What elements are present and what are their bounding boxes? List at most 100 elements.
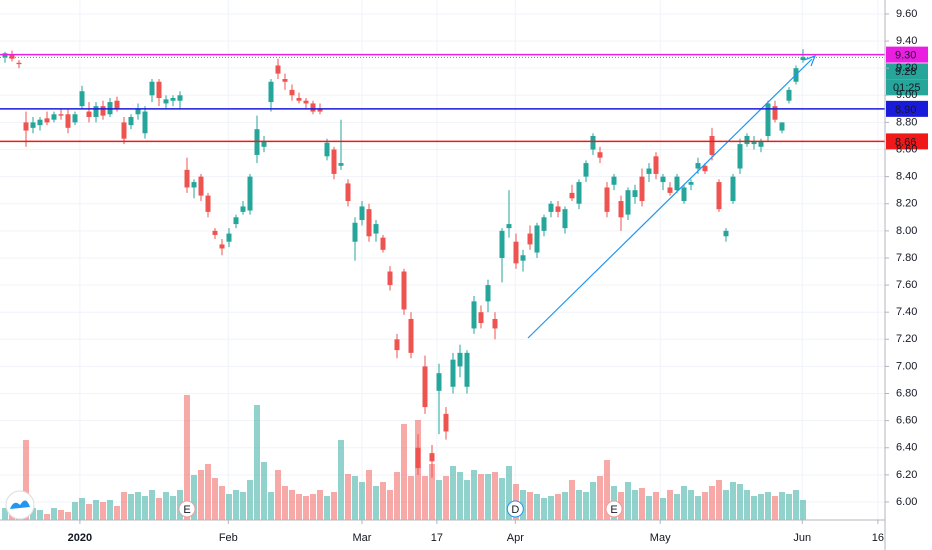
candle-body: [485, 285, 491, 302]
volume-bar: [583, 492, 590, 520]
volume-bar: [211, 478, 218, 520]
volume-bar: [337, 440, 344, 520]
volume-bar: [590, 482, 597, 520]
candle-body: [639, 176, 645, 202]
volume-bar: [435, 480, 442, 520]
volume-bar: [421, 476, 428, 520]
candle-body: [569, 192, 575, 199]
grid: [0, 0, 885, 520]
volume-bar: [681, 486, 688, 520]
candle-body: [646, 168, 652, 174]
volume-bar: [344, 474, 351, 520]
candle-body: [611, 176, 617, 185]
level-box: [886, 100, 928, 117]
event-label: D: [511, 504, 519, 516]
x-tick-label: Mar: [353, 532, 372, 544]
candle-body: [289, 89, 295, 96]
candle-body: [401, 271, 407, 310]
y-tick-label: 9.60: [896, 8, 917, 20]
event-marker: [605, 500, 623, 518]
level-label: 8.66: [895, 136, 916, 148]
volume-bar: [323, 496, 330, 520]
candle-body: [345, 183, 351, 202]
volume-bar: [204, 464, 211, 520]
candle-body: [506, 224, 512, 229]
event-label: E: [183, 504, 190, 516]
volume-bar: [786, 494, 793, 520]
volume-bar: [758, 494, 765, 520]
y-tick-label: 7.20: [896, 333, 917, 345]
candle-body: [212, 230, 218, 235]
candle-body: [387, 271, 393, 286]
volume-bar: [197, 470, 204, 520]
volume-bar: [295, 494, 302, 520]
volume-bar: [281, 486, 288, 520]
candle-body: [422, 366, 428, 408]
volume-bar: [134, 492, 141, 520]
candle-body: [415, 447, 421, 469]
volume-bar: [225, 494, 232, 520]
volume-bar: [548, 496, 555, 520]
volume-bar: [730, 482, 737, 520]
candle-body: [765, 103, 771, 136]
y-tick-label: 8.60: [896, 143, 917, 155]
x-tick-label: 16: [872, 532, 884, 544]
candle-body: [121, 122, 127, 139]
candle-body: [191, 182, 197, 188]
candle-body: [177, 95, 183, 101]
x-tick-label: Jun: [793, 532, 811, 544]
volume-bar: [155, 498, 162, 520]
candle-body: [135, 108, 141, 115]
volume-bar: [22, 440, 29, 520]
volume-bar: [218, 486, 225, 520]
candle-body: [562, 209, 568, 229]
y-tick-label: 8.80: [896, 116, 917, 128]
candle-body: [23, 122, 29, 131]
volume-bar: [569, 480, 576, 520]
volume-bar: [29, 508, 36, 520]
volume-bar: [407, 476, 414, 520]
candle-body: [492, 318, 498, 329]
candle-body: [268, 81, 274, 103]
candle-body: [30, 122, 36, 128]
candle-body: [338, 163, 344, 166]
x-tick-label: 2020: [68, 532, 92, 544]
candle-body: [590, 135, 596, 150]
candle-body: [156, 81, 162, 99]
y-tick-label: 9.40: [896, 35, 917, 47]
trend-arrow: [803, 54, 817, 67]
volume-bar: [639, 488, 646, 520]
candle-body: [359, 206, 365, 221]
volume-bar: [393, 472, 400, 520]
candle-body: [184, 169, 190, 188]
candle-body: [751, 141, 757, 145]
candle-body: [170, 98, 176, 101]
volume-bar: [527, 492, 534, 520]
volume-bar: [372, 486, 379, 520]
volume-bar: [800, 500, 807, 520]
candle-body: [86, 111, 92, 117]
candle-body: [716, 182, 722, 210]
volume-bar: [162, 492, 169, 520]
volume-bar: [120, 492, 127, 520]
candle-body: [702, 165, 708, 172]
candle-body: [730, 176, 736, 202]
volume-bar: [779, 492, 786, 520]
level-box: [886, 46, 928, 63]
y-tick-label: 7.00: [896, 360, 917, 372]
candle-body: [198, 176, 204, 196]
volume-bar: [499, 478, 506, 520]
volume-bar: [190, 475, 197, 520]
level-box: [886, 133, 928, 150]
candles: [2, 49, 806, 478]
candle-body: [786, 89, 792, 101]
y-tick-label: 7.40: [896, 306, 917, 318]
y-tick-label: 6.80: [896, 387, 917, 399]
candle-body: [695, 163, 701, 169]
volume-bar: [709, 486, 716, 520]
volume-bar: [562, 492, 569, 520]
volume-bar: [64, 512, 71, 520]
volume-bar: [653, 492, 660, 520]
